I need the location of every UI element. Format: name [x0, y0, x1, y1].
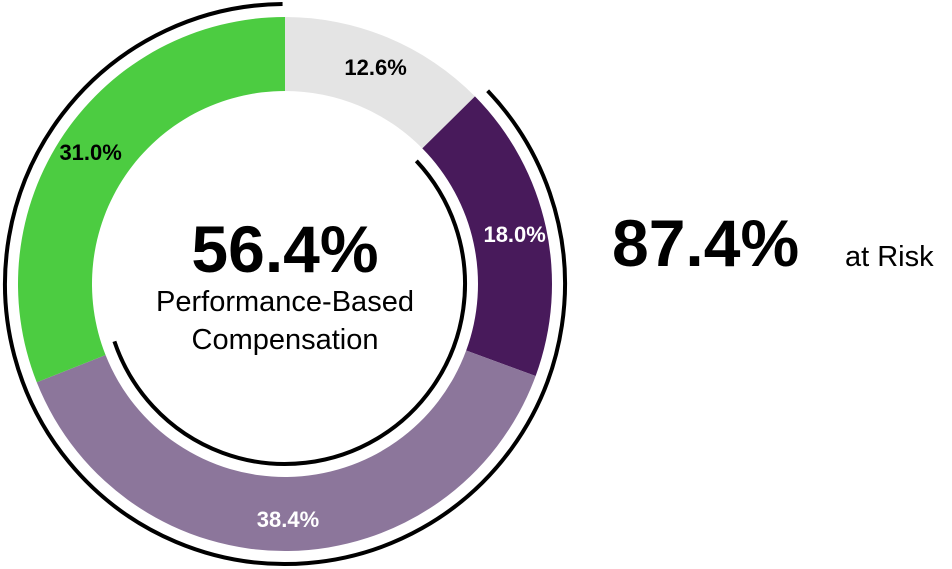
performance-based-bracket-arc	[112, 159, 467, 466]
slice-label: 31.0%	[59, 140, 121, 165]
donut-slices	[17, 17, 553, 552]
slice-label: 38.4%	[257, 507, 319, 532]
at-risk-label: at Risk	[845, 241, 934, 273]
bracket-arcs	[3, 2, 567, 566]
at-risk-bracket-arc	[3, 2, 567, 566]
at-risk-value: 87.4%	[612, 206, 799, 280]
slice-12-6	[285, 17, 475, 149]
center-label-line2: Compensation	[192, 324, 379, 356]
slice-label: 12.6%	[344, 55, 406, 80]
slice-labels: 12.6% 18.0% 38.4% 31.0%	[59, 55, 545, 532]
slice-label: 18.0%	[483, 222, 545, 247]
center-label-line1: Performance-Based	[156, 286, 414, 318]
slice-38-4	[36, 350, 536, 552]
slice-18-0	[422, 96, 553, 377]
center-value: 56.4%	[191, 212, 378, 286]
slice-31-0	[17, 17, 285, 383]
